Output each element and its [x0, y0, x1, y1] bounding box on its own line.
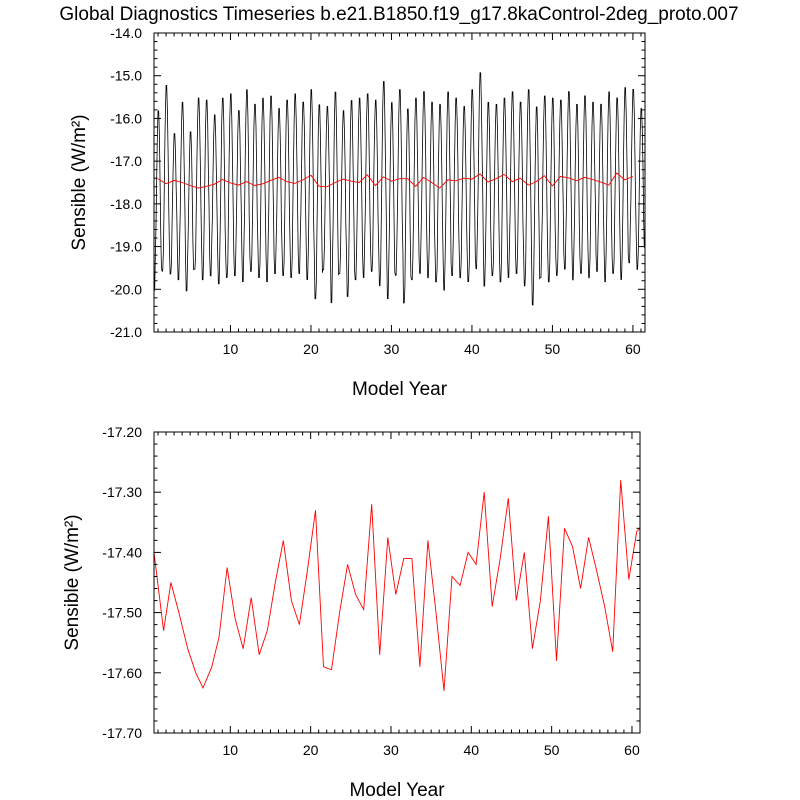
plot-frame: [153, 431, 641, 734]
top-panel: 10 20 30 40 50 60 -21.0 -20.0 -19.0 -18.0 -17.0 -16…: [69, 25, 646, 400]
y-tick-label: -20.0: [110, 281, 142, 297]
x-tick-label: 60: [624, 742, 640, 758]
x-tick-label: 60: [625, 341, 641, 357]
y-tick-label: -21.0: [110, 324, 142, 340]
x-tick-label: 50: [544, 742, 560, 758]
x-tick-label: 40: [464, 742, 480, 758]
y-tick-label: -17.60: [102, 665, 142, 681]
annual-mean-series-line: [154, 480, 640, 691]
y-tick-label: -17.50: [102, 605, 142, 621]
y-tick-label: -17.20: [102, 424, 142, 440]
x-tick-label: 30: [384, 341, 400, 357]
y-tick-label: -17.70: [102, 725, 142, 741]
bottom-panel: 10 20 30 40 50 60 -17.70 -17.60 -17.50 -17.40 -17.…: [62, 424, 641, 800]
y-axis-label: Sensible (W/m²): [69, 114, 90, 250]
y-tick-label: -14.0: [110, 25, 142, 41]
annual-mean-series-line: [157, 172, 634, 189]
y-tick-label: -15.0: [110, 68, 142, 84]
monthly-series-line: [154, 72, 645, 306]
y-tick-label: -16.0: [110, 110, 142, 126]
y-tick-label: -18.0: [110, 196, 142, 212]
figure-title: Global Diagnostics Timeseries b.e21.B185…: [59, 4, 738, 25]
x-tick-label: 20: [303, 742, 319, 758]
x-tick-label: 30: [383, 742, 399, 758]
x-tick-label: 10: [223, 742, 239, 758]
y-tick-label: -19.0: [110, 239, 142, 255]
x-axis-label: Model Year: [349, 780, 445, 800]
x-axis-label: Model Year: [352, 379, 448, 400]
x-tick-label: 50: [545, 341, 561, 357]
x-tick-label: 20: [303, 341, 319, 357]
y-tick-label: -17.40: [102, 544, 142, 560]
y-axis-label: Sensible (W/m²): [62, 514, 83, 650]
x-tick-label: 10: [223, 341, 239, 357]
x-tick-label: 40: [464, 341, 480, 357]
y-tick-label: -17.0: [110, 153, 142, 169]
y-tick-label: -17.30: [102, 484, 142, 500]
plot-frame: [153, 32, 646, 333]
